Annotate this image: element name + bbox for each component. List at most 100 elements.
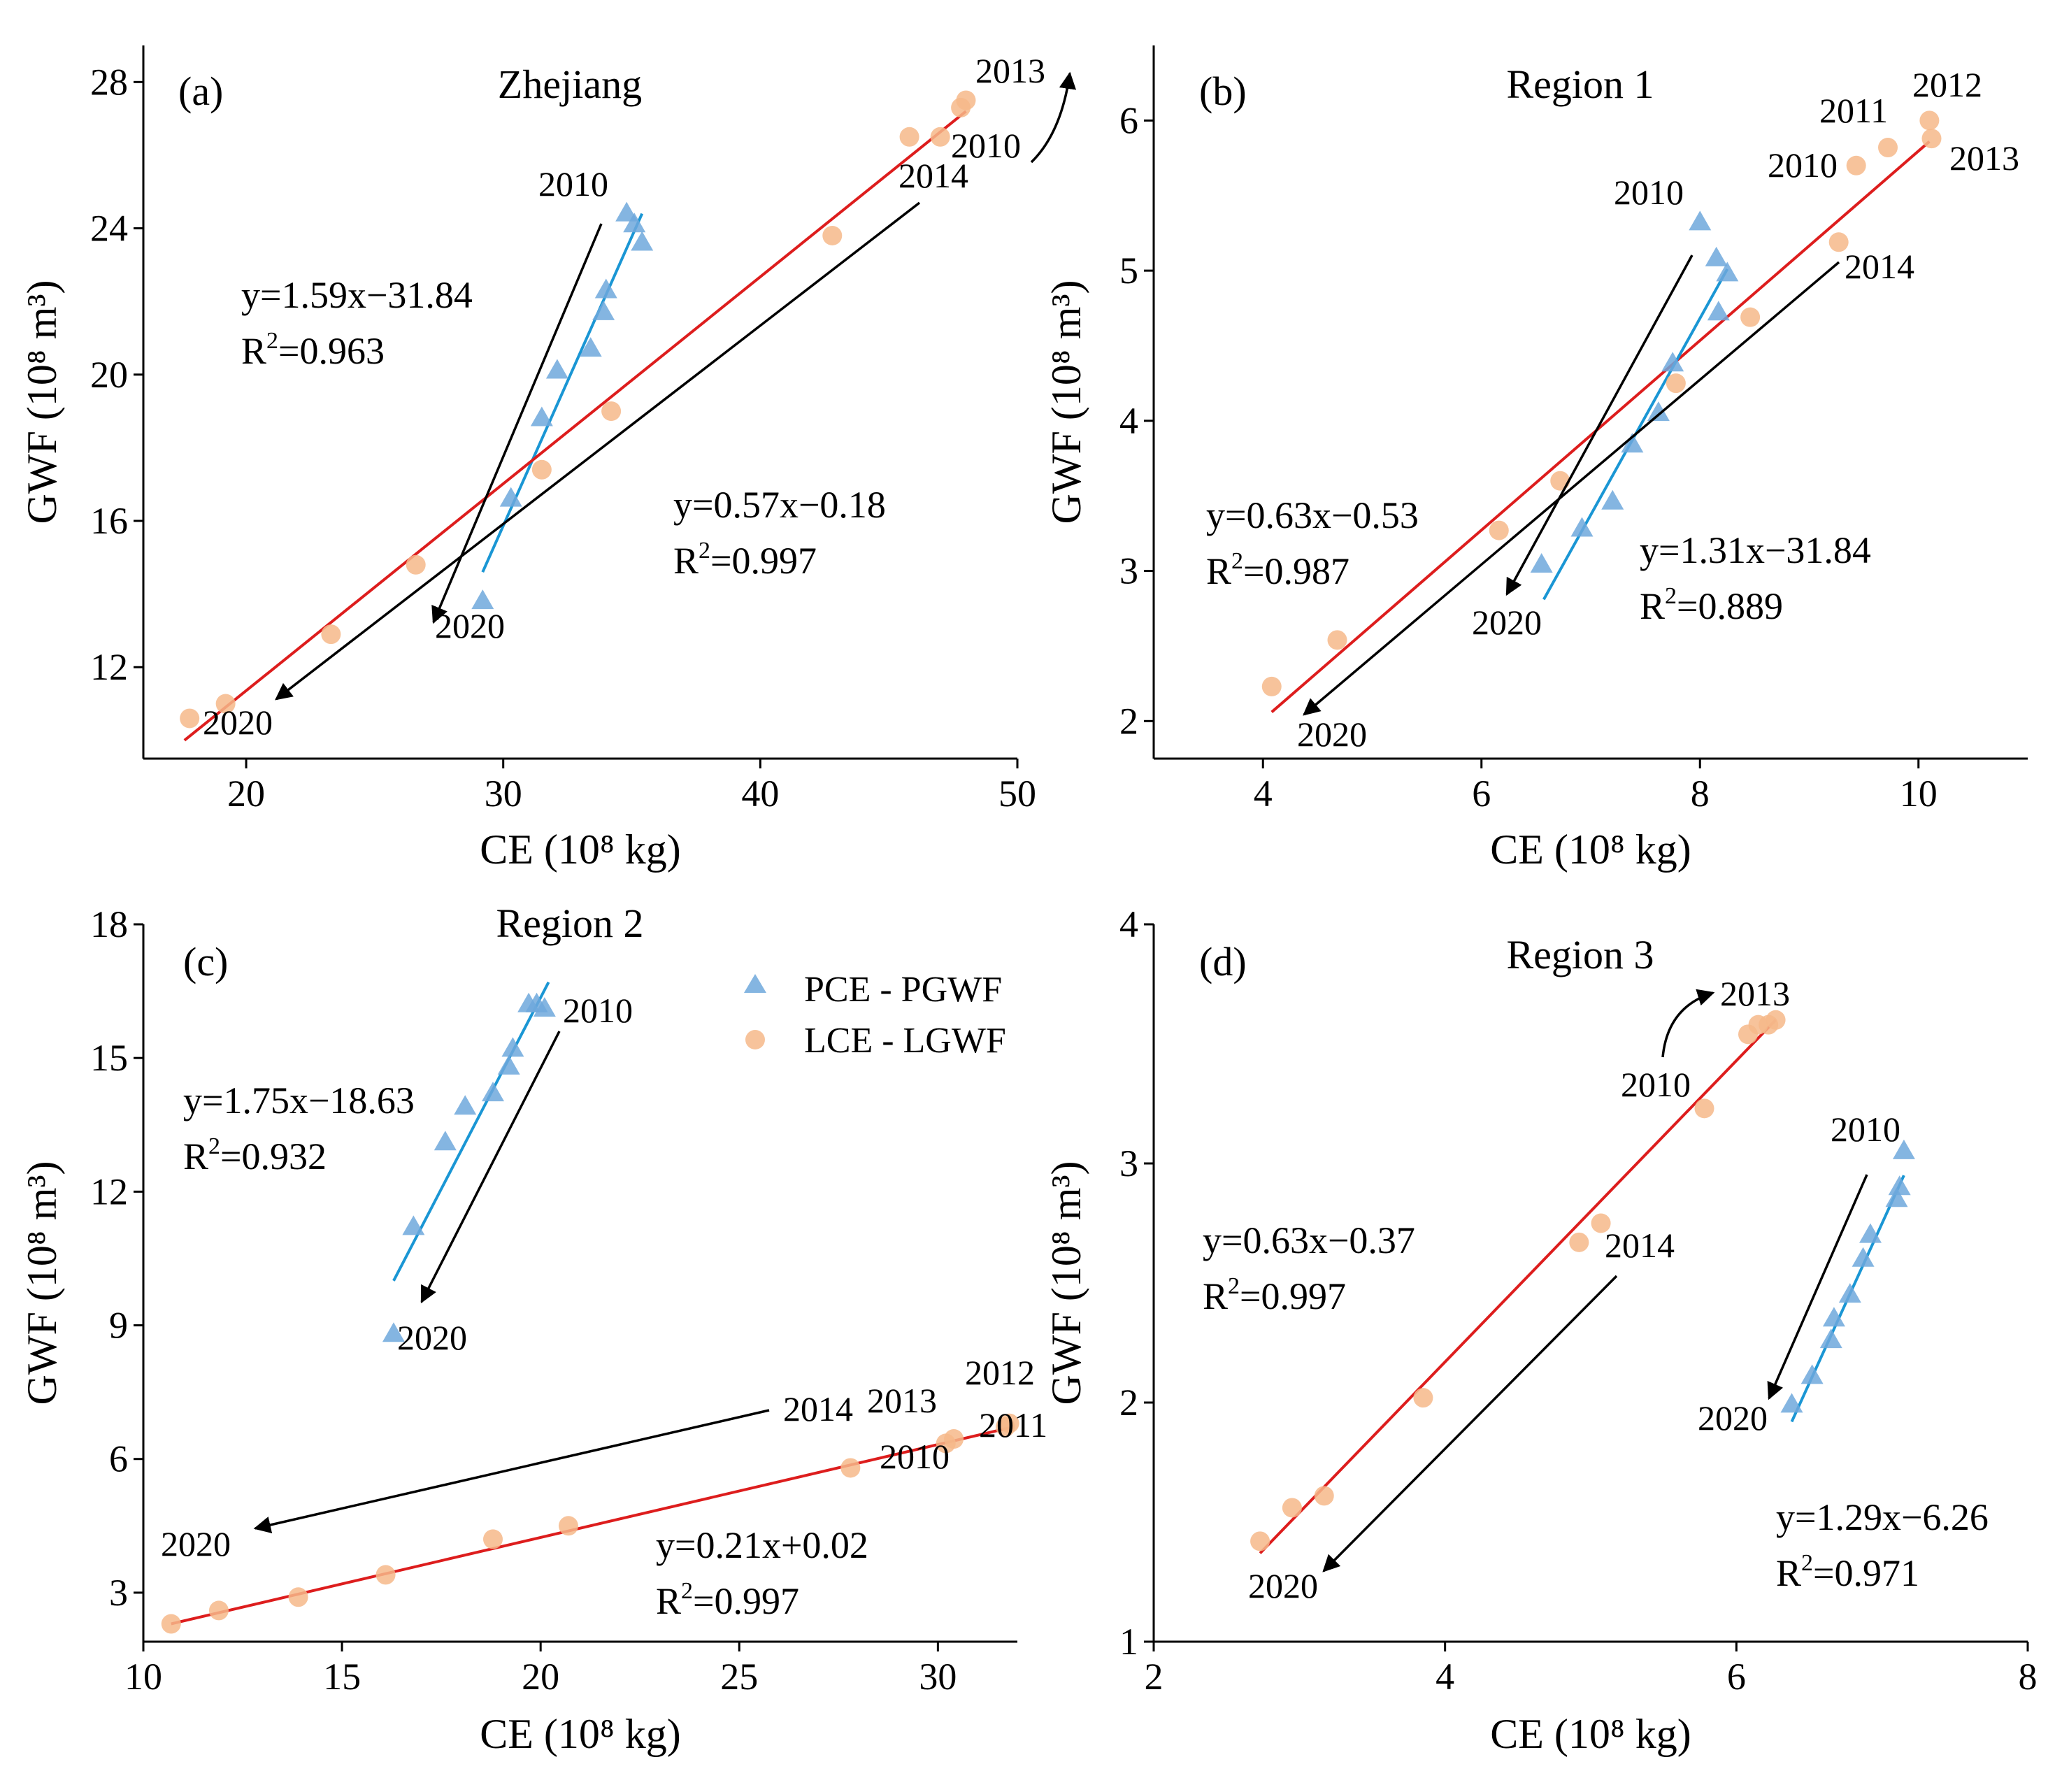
year-label: 2010 <box>951 126 1021 165</box>
lce-data-point <box>1250 1531 1270 1551</box>
r-squared: R2=0.889 <box>1640 583 1783 627</box>
fit-lines <box>1259 1019 1905 1554</box>
year-label: 2013 <box>1949 138 2019 178</box>
year-label: 2011 <box>979 1405 1047 1445</box>
fit-equation: y=1.59x−31.84 <box>241 274 473 316</box>
lce-data-point <box>1591 1213 1611 1233</box>
trend-arrow-lce <box>1303 261 1840 716</box>
x-tick-label: 4 <box>1435 1656 1454 1698</box>
pce-data-point <box>454 1095 477 1115</box>
lce-data-point <box>375 1565 396 1585</box>
data-points <box>180 90 976 729</box>
lce-data-point <box>483 1529 503 1549</box>
lce-data-point <box>161 1614 181 1634</box>
data-points <box>1261 110 1942 696</box>
pce-data-point <box>482 1082 504 1102</box>
lce-data-point <box>531 459 552 480</box>
lce-data-point <box>208 1600 229 1621</box>
legend-marker-triangle <box>744 974 766 993</box>
y-tick-label: 6 <box>109 1438 128 1480</box>
x-tick-label: 2 <box>1145 1656 1163 1698</box>
year-label: 2012 <box>965 1353 1035 1392</box>
y-tick-label: 4 <box>1119 903 1138 945</box>
lce-fit-line <box>171 1426 1010 1626</box>
panel-label: (c) <box>183 939 228 984</box>
x-tick-label: 6 <box>1727 1656 1746 1698</box>
year-label: 2010 <box>880 1437 950 1476</box>
pce-data-point <box>1689 210 1712 231</box>
x-axis-title: CE (10⁸ kg) <box>1490 1711 1691 1757</box>
pce-data-point <box>1888 1175 1911 1196</box>
y-tick-label: 5 <box>1119 250 1138 292</box>
x-tick-label: 8 <box>2019 1656 2038 1698</box>
y-tick-label: 18 <box>90 903 128 945</box>
pce-data-point <box>1859 1223 1882 1243</box>
legend: PCE - PGWF LCE - LGWF <box>744 970 1006 1061</box>
lce-data-point <box>215 694 236 714</box>
x-axis-title: CE (10⁸ kg) <box>1490 826 1691 873</box>
pce-data-point <box>579 337 602 357</box>
lce-data-point <box>899 127 919 147</box>
lce-data-point <box>1666 373 1686 394</box>
r-squared: R2=0.963 <box>241 328 385 372</box>
panel-a: (a) Zhejiang CE (10⁸ kg) GWF (10⁸ m³) 20… <box>19 45 1077 873</box>
lce-data-point <box>930 127 950 147</box>
y-tick-label: 12 <box>90 646 128 688</box>
x-tick-label: 4 <box>1254 773 1273 815</box>
year-label: 2014 <box>1605 1226 1675 1265</box>
legend-label: LCE - LGWF <box>804 1021 1006 1061</box>
lce-data-point <box>822 226 843 245</box>
lce-data-point <box>944 1429 964 1449</box>
year-label: 2020 <box>1248 1566 1318 1605</box>
panel-c: (c) Region 2 CE (10⁸ kg) GWF (10⁸ m³) 10… <box>19 901 1047 1757</box>
data-points <box>161 992 1019 1634</box>
y-tick-label: 24 <box>90 208 128 250</box>
pce-data-point <box>1601 489 1624 510</box>
pce-data-point <box>594 278 617 299</box>
x-tick-label: 8 <box>1691 773 1710 815</box>
curved-arrow <box>1030 71 1077 164</box>
fit-lines <box>171 981 1010 1626</box>
lce-data-point <box>288 1587 308 1607</box>
x-tick-label: 10 <box>1900 773 1938 815</box>
year-label: 2010 <box>1831 1110 1900 1149</box>
panel-d: (d) Region 3 CE (10⁸ kg) GWF (10⁸ m³) 2 4… <box>1043 903 2038 1757</box>
y-tick-label: 20 <box>90 354 128 396</box>
year-label: 2010 <box>1768 145 1838 185</box>
pce-data-point <box>533 997 556 1017</box>
year-label: 2010 <box>1621 1065 1691 1104</box>
year-label: 2020 <box>161 1524 231 1563</box>
y-tick-label: 2 <box>1119 1382 1138 1424</box>
lce-data-point <box>601 401 622 422</box>
y-tick-label: 12 <box>90 1170 128 1212</box>
panel-title: Region 2 <box>496 901 643 946</box>
year-label: 2020 <box>435 606 505 645</box>
pce-data-point <box>1570 517 1594 537</box>
panel-title: Region 3 <box>1506 932 1654 977</box>
y-axis-title: GWF (10⁸ m³) <box>19 280 65 524</box>
lce-data-point <box>1828 232 1849 252</box>
fit-equation: y=0.57x−0.18 <box>673 484 886 526</box>
y-axis-title: GWF (10⁸ m³) <box>1043 280 1089 524</box>
x-tick-label: 25 <box>720 1656 758 1698</box>
lce-data-point <box>1282 1498 1302 1518</box>
r-squared: R2=0.971 <box>1776 1550 1919 1594</box>
lce-fit-line <box>1259 1019 1777 1554</box>
pce-data-point <box>530 406 553 427</box>
fit-lines <box>1270 140 1931 713</box>
lce-data-point <box>1766 1010 1786 1030</box>
lce-fit-line <box>183 110 967 742</box>
pce-data-point <box>1885 1187 1908 1207</box>
fit-equation: y=0.63x−0.53 <box>1206 494 1419 536</box>
y-tick-label: 4 <box>1119 400 1138 442</box>
x-axis-title: CE (10⁸ kg) <box>480 1711 681 1757</box>
pce-data-point <box>631 231 654 251</box>
year-label: 2011 <box>1819 91 1888 130</box>
year-label: 2010 <box>563 991 633 1030</box>
pce-data-point <box>1647 401 1670 422</box>
lce-data-point <box>1569 1232 1589 1252</box>
fit-equation: y=0.21x+0.02 <box>656 1524 868 1566</box>
legend-label: PCE - PGWF <box>804 970 1002 1010</box>
